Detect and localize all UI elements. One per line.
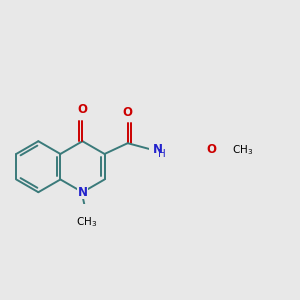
Text: H: H <box>158 149 166 159</box>
Text: O: O <box>123 106 133 119</box>
Text: O: O <box>206 143 216 156</box>
Text: N: N <box>153 143 163 156</box>
Text: O: O <box>77 103 88 116</box>
Text: CH$_3$: CH$_3$ <box>232 143 253 157</box>
Text: N: N <box>77 186 88 199</box>
Text: CH$_3$: CH$_3$ <box>76 216 98 230</box>
